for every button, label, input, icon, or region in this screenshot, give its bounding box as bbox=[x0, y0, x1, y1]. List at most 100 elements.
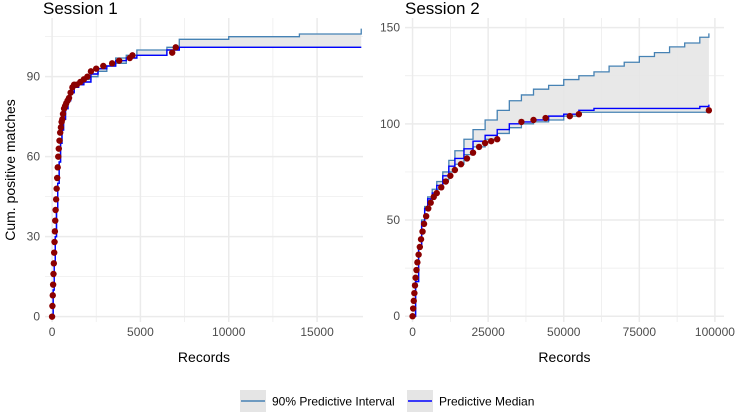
observed-point bbox=[52, 196, 60, 203]
observed-point bbox=[438, 184, 445, 191]
y-tick-label: 50 bbox=[387, 213, 401, 227]
observed-point bbox=[451, 166, 459, 174]
observed-point bbox=[84, 73, 91, 80]
observed-point bbox=[49, 302, 56, 310]
observed-point bbox=[108, 60, 116, 67]
observed-point bbox=[457, 161, 465, 168]
observed-point bbox=[116, 57, 123, 64]
observed-point bbox=[50, 270, 57, 278]
interval-lower-line bbox=[412, 111, 709, 317]
x-tick-label: 25000 bbox=[471, 325, 505, 339]
panel-title: Session 2 bbox=[405, 0, 480, 18]
observed-point bbox=[416, 243, 424, 251]
predictive-median-line bbox=[52, 46, 362, 318]
observed-point bbox=[427, 199, 434, 206]
observed-point bbox=[487, 137, 495, 145]
observed-point bbox=[566, 112, 573, 120]
observed-point bbox=[51, 238, 58, 246]
observed-point bbox=[53, 174, 61, 182]
observed-point bbox=[409, 305, 417, 312]
observed-point bbox=[50, 260, 58, 267]
observed-point bbox=[52, 206, 59, 214]
observed-point bbox=[447, 172, 454, 179]
observed-point bbox=[100, 62, 107, 70]
panel-session-2: 0 25000 50000 75000 100000 0 50 100 150 Session 2… bbox=[380, 0, 735, 365]
y-tick-label: 0 bbox=[33, 310, 40, 324]
observed-point bbox=[433, 189, 440, 197]
observed-point bbox=[413, 266, 420, 274]
x-axis-label: Records bbox=[178, 349, 230, 365]
observed-point bbox=[575, 111, 583, 118]
observed-point bbox=[51, 228, 59, 235]
observed-point bbox=[49, 292, 56, 299]
x-tick-label: 100000 bbox=[695, 325, 735, 339]
observed-point bbox=[481, 139, 489, 147]
observed-point bbox=[412, 274, 419, 281]
observed-point bbox=[93, 65, 100, 72]
observed-point bbox=[409, 313, 416, 320]
x-tick-label: 15000 bbox=[300, 325, 334, 339]
observed-point bbox=[55, 145, 62, 152]
legend: 90% Predictive Interval Predictive Median bbox=[240, 390, 534, 412]
y-tick-label: 60 bbox=[27, 150, 41, 164]
observed-point bbox=[494, 136, 501, 143]
y-tick-label: 0 bbox=[393, 309, 400, 323]
panel-session-1: 0 5000 10000 15000 0 30 60 90 Session 1 Records Cu… bbox=[2, 0, 363, 365]
observed-point bbox=[411, 289, 418, 297]
observed-point bbox=[53, 185, 60, 192]
observed-point bbox=[705, 107, 713, 114]
observed-point bbox=[59, 116, 66, 123]
predictive-interval-ribbon bbox=[412, 33, 709, 317]
observed-point bbox=[55, 153, 62, 160]
interval-lower-line bbox=[52, 46, 362, 318]
x-tick-label: 0 bbox=[409, 325, 416, 339]
observed-point bbox=[65, 94, 73, 102]
observed-point bbox=[49, 281, 57, 288]
y-tick-label: 30 bbox=[27, 230, 41, 244]
x-tick-label: 75000 bbox=[623, 325, 657, 339]
y-tick-label: 90 bbox=[27, 70, 41, 84]
observed-point bbox=[442, 178, 450, 185]
observed-point bbox=[419, 228, 426, 235]
observed-point bbox=[56, 137, 63, 144]
x-tick-label: 0 bbox=[49, 325, 56, 339]
observed-point bbox=[169, 49, 176, 56]
observed-point bbox=[411, 282, 419, 289]
observed-point bbox=[50, 249, 58, 256]
observed-point bbox=[463, 155, 471, 162]
legend-label: Predictive Median bbox=[439, 395, 534, 409]
observed-point bbox=[54, 164, 61, 171]
observed-point bbox=[530, 116, 537, 124]
observed-point bbox=[87, 68, 95, 75]
x-tick-label: 50000 bbox=[547, 325, 581, 339]
y-tick-label: 100 bbox=[380, 117, 400, 131]
observed-point bbox=[56, 129, 64, 136]
observed-point bbox=[59, 110, 67, 118]
x-tick-label: 10000 bbox=[212, 325, 246, 339]
observed-point bbox=[422, 212, 430, 220]
observed-point bbox=[542, 114, 549, 122]
observed-point bbox=[172, 44, 179, 51]
observed-point bbox=[67, 89, 74, 96]
observed-point bbox=[420, 220, 428, 228]
observed-point bbox=[475, 143, 483, 151]
observed-point bbox=[425, 205, 432, 212]
observed-point bbox=[52, 217, 59, 224]
observed-point bbox=[414, 259, 421, 266]
x-tick-label: 5000 bbox=[127, 325, 154, 339]
y-axis-label: Cum. positive matches bbox=[2, 99, 18, 241]
observed-point bbox=[469, 149, 477, 156]
predictive-median-line bbox=[412, 104, 710, 317]
y-tick-label: 150 bbox=[380, 21, 400, 35]
observed-point bbox=[129, 52, 136, 59]
x-axis-label: Records bbox=[538, 349, 590, 365]
observed-point bbox=[417, 236, 425, 243]
observed-point bbox=[410, 297, 417, 305]
observed-point bbox=[48, 313, 56, 320]
observed-point bbox=[518, 118, 525, 126]
panel-title: Session 1 bbox=[43, 0, 118, 18]
observed-point bbox=[415, 251, 422, 258]
legend-label: 90% Predictive Interval bbox=[272, 395, 395, 409]
